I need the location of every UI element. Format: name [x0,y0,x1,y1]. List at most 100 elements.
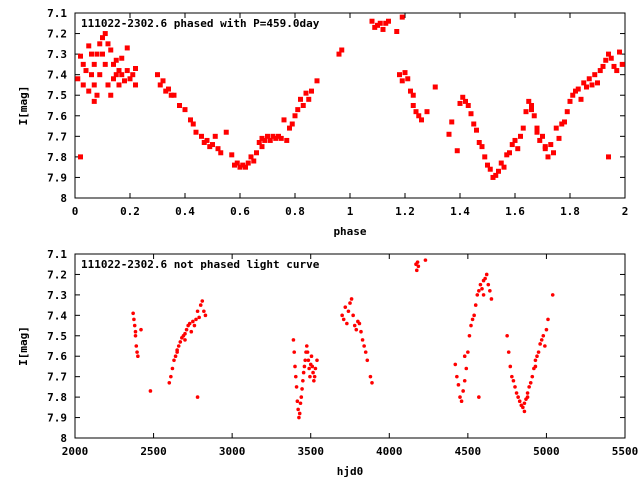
data-point [97,41,103,47]
data-point [234,160,240,166]
phased-light-curve-panel: 7.1 7.2 7.3 7.4 7.5 7.6 7.7 7.8 7.9 80 0.2 0.4 0.6 0.… [17,7,628,238]
x-tick-label: 2500 [140,445,167,458]
data-point [294,385,299,389]
data-point [360,338,365,342]
data-point [157,82,163,88]
data-point [405,76,411,82]
data-point [119,72,125,78]
data-point [91,61,97,67]
data-point [169,374,173,379]
data-point [75,76,81,82]
data-point [462,354,467,359]
data-point [212,133,218,139]
data-point [383,20,389,26]
data-point [135,350,139,354]
data-point [192,323,197,328]
data-point [108,47,114,53]
data-point [91,98,97,104]
data-point [424,109,430,115]
y-axis-label: I[mag] [17,326,30,366]
data-point [265,133,270,139]
data-point [413,109,419,115]
data-point [301,378,305,383]
data-point [456,383,461,387]
data-point [408,88,413,94]
data-point [402,70,408,76]
data-point [293,364,297,369]
data-point [410,92,416,98]
x-tick-label: 1.4 [450,205,470,218]
data-point [340,313,344,318]
data-point [201,140,207,145]
data-point [518,133,523,139]
data-point [540,133,545,139]
data-point [520,125,526,131]
data-point [543,344,547,348]
data-point [446,131,452,137]
y-tick-label: 8 [60,192,67,205]
data-point [166,86,171,92]
data-point [254,150,259,156]
data-point [113,57,119,63]
data-point [245,160,251,166]
data-point [483,276,487,281]
data-point [240,162,246,168]
chart-title: 111022-2302.6 not phased light curve [81,258,320,271]
data-point [362,344,366,348]
data-point [477,395,481,399]
data-point [351,313,355,318]
data-point [111,61,116,67]
x-tick-label: 2000 [62,445,89,458]
data-point [281,117,287,123]
data-point [538,342,542,346]
x-tick-label: 1.8 [560,205,580,218]
data-point [484,272,489,277]
y-tick-label: 7.3 [47,289,67,302]
data-point [611,63,617,69]
data-point [248,154,254,160]
x-tick-label: 4000 [376,445,403,458]
data-point [91,82,97,88]
x-tick-label: 3000 [219,445,246,458]
data-point [86,88,92,94]
data-point [553,125,559,131]
data-point [614,68,620,74]
data-point [461,389,465,393]
data-point [573,88,578,94]
data-point [458,395,462,399]
data-point [545,154,551,160]
data-point [100,35,105,41]
data-point [312,378,316,383]
data-point [297,415,301,420]
data-point [184,327,189,332]
data-point [133,82,138,88]
x-tick-label: 5500 [612,445,639,458]
plot-frame [74,253,626,439]
data-point [487,166,493,172]
data-point [533,358,538,363]
data-point [511,378,516,383]
data-point [134,344,139,348]
data-point [394,29,400,34]
data-point [482,154,488,160]
y-tick-label: 7.8 [47,151,67,164]
y-tick-label: 7.5 [47,330,67,343]
data-point [133,329,138,334]
data-point [363,350,368,354]
data-point [132,323,137,328]
data-point [470,317,475,322]
data-point [544,327,549,332]
data-point [187,321,192,326]
data-point [218,150,224,156]
data-point [581,80,587,86]
y-tick-label: 7.9 [47,412,67,425]
data-point [314,78,320,84]
data-point [480,286,484,291]
x-tick-label: 1.2 [395,205,415,218]
data-point [312,374,317,379]
data-point [501,164,507,170]
data-point [375,22,380,28]
data-point [386,18,391,24]
data-point [469,323,473,328]
